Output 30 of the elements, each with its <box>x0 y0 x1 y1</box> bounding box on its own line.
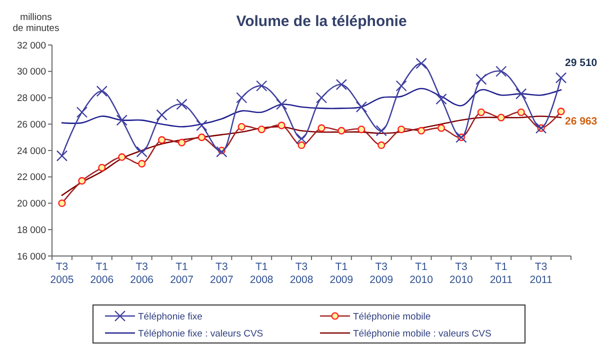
x-tick-label: T1 2008 <box>250 261 274 286</box>
x-tick-label: T3 2011 <box>530 261 552 286</box>
y-tick-label: 22 000 <box>16 172 46 184</box>
legend-label: Téléphonie mobile : valeurs CVS <box>353 328 492 340</box>
y-tick-label: 20 000 <box>16 198 46 210</box>
x-tick-label: T3 2007 <box>210 261 234 286</box>
x-tick-label: T3 2009 <box>370 261 394 286</box>
x-tick-label: T3 2010 <box>450 261 474 286</box>
legend-label: Téléphonie mobile <box>353 311 431 322</box>
x-tick-label: T1 2006 <box>90 261 114 286</box>
x-tick-label: T1 2007 <box>170 261 194 286</box>
y-tick-label: 24 000 <box>16 146 46 157</box>
x-tick-label: T1 2011 <box>490 261 513 286</box>
annotation: 29 510 <box>565 56 598 69</box>
chart-title: Volume de la téléphonie <box>236 13 407 30</box>
y-axis-title: millions de minutes <box>12 12 60 34</box>
y-tick-label: 26 000 <box>16 119 46 130</box>
x-tick-label: T1 2009 <box>330 261 354 286</box>
legend-label: Téléphonie fixe : valeurs CVS <box>138 328 264 340</box>
y-tick-label: 16 000 <box>16 251 46 262</box>
annotation: 26 963 <box>565 115 598 128</box>
y-tick-label: 28 000 <box>16 93 46 104</box>
y-tick-label: 18 000 <box>16 224 46 236</box>
x-tick-label: T3 2008 <box>290 261 314 286</box>
y-tick-label: 32 000 <box>16 40 46 52</box>
x-tick-label: T3 2005 <box>50 261 74 286</box>
x-tick-label: T1 2010 <box>410 261 434 286</box>
legend-label: Téléphonie fixe <box>138 311 202 322</box>
x-tick-label: T3 2006 <box>130 261 154 286</box>
y-tick-label: 30 000 <box>16 66 46 78</box>
